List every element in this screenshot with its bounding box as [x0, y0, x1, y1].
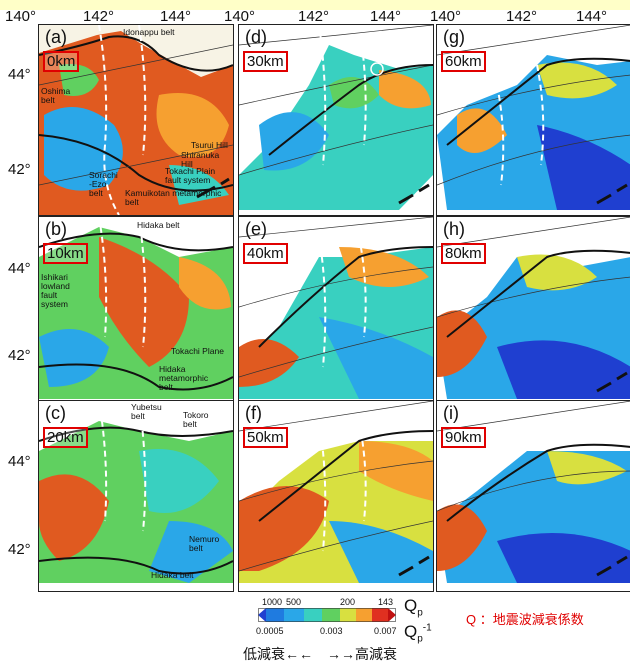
- panel-label: (g): [443, 27, 465, 47]
- qp-legend: Q ：地震波減衰係数: [466, 612, 584, 627]
- attenuation-map: [39, 217, 233, 399]
- annotation: Tokoro belt: [183, 410, 209, 429]
- qp-label: Qp: [404, 596, 423, 618]
- annotation: Oshima belt: [41, 86, 71, 105]
- panel-label: (c): [45, 403, 66, 423]
- attenuation-map: [437, 217, 630, 399]
- lat-tick: 42°: [8, 161, 31, 178]
- qp-inv-tick: 0.003: [320, 626, 343, 636]
- attenuation-map: [239, 401, 433, 583]
- annotation: Sorachi -Ezo belt: [89, 170, 118, 198]
- panel-label: (a): [45, 27, 67, 47]
- map-panel-i: (i) 90km: [436, 400, 630, 592]
- annotation: Nemuro belt: [189, 534, 220, 553]
- attenuation-map: [437, 401, 630, 583]
- annotation: Hidaka belt: [151, 570, 194, 580]
- annotation: Idonappu belt: [123, 27, 175, 37]
- depth-label: 0km: [43, 51, 80, 72]
- qp-symbol: Q: [404, 622, 418, 641]
- qp-tick: 1000: [262, 597, 283, 607]
- depth-label: 30km: [243, 51, 288, 72]
- annotation: Shiranuka Hill: [181, 150, 220, 169]
- depth-label: 20km: [43, 427, 88, 448]
- attenuation-map: [437, 25, 630, 215]
- map-panel-g: (g) 60km: [436, 24, 630, 216]
- lat-tick: 42°: [8, 347, 31, 364]
- qp-inv-label: Qp-1: [404, 622, 432, 644]
- attenuation-map: [39, 401, 233, 583]
- panel-label: (f): [245, 403, 262, 423]
- map-panel-f: (f) 50km: [238, 400, 434, 592]
- depth-label: 60km: [441, 51, 486, 72]
- map-panel-e: (e) 40km: [238, 216, 434, 408]
- depth-label: 10km: [43, 243, 88, 264]
- panel-label: (i): [443, 403, 459, 423]
- panel-label: (d): [245, 27, 267, 47]
- qp-symbol: Q: [404, 596, 418, 615]
- annotation: Tokachi Plain fault system: [165, 166, 216, 185]
- qp-tick: 143: [378, 597, 394, 607]
- panel-label: (e): [245, 219, 267, 239]
- depth-label: 80km: [441, 243, 486, 264]
- depth-label: 50km: [243, 427, 288, 448]
- map-panel-a: (a) 0km Idonappu belt Oshima belt Tsurui…: [38, 24, 234, 216]
- lat-tick: 44°: [8, 260, 31, 277]
- colorbar: [258, 608, 396, 622]
- qp-exponent: -1: [422, 622, 432, 634]
- annotation: Hidaka belt: [137, 220, 180, 230]
- map-panel-h: (h) 80km: [436, 216, 630, 408]
- lon-tick: 142°: [506, 8, 538, 25]
- map-panel-d: (d) 30km: [238, 24, 434, 216]
- attenuation-map: [239, 25, 433, 215]
- qp-inv-tick: 0.007: [374, 626, 397, 636]
- annotation: Hidaka metamorphic belt: [159, 364, 209, 392]
- attenuation-map: [239, 217, 433, 399]
- attenuation-caption: 低減衰←← →→高減衰: [243, 646, 397, 662]
- lon-tick: 144°: [160, 8, 192, 25]
- panel-label: (h): [443, 219, 465, 239]
- lon-tick: 140°: [224, 8, 256, 25]
- map-panel-b: (b) 10km Hidaka belt Ishikari lowland fa…: [38, 216, 234, 408]
- qp-tick: 200: [340, 597, 356, 607]
- annotation: Kamuikotan metamorphic belt: [125, 188, 222, 207]
- lon-tick: 140°: [430, 8, 462, 25]
- annotation: Tokachi Plane: [171, 346, 224, 356]
- lon-tick: 144°: [576, 8, 608, 25]
- lat-tick: 44°: [8, 66, 31, 83]
- panel-label: (b): [45, 219, 67, 239]
- qp-tick: 500: [286, 597, 302, 607]
- depth-label: 90km: [441, 427, 486, 448]
- lon-tick: 142°: [298, 8, 330, 25]
- qp-subscript: p: [417, 633, 423, 645]
- qp-subscript: p: [417, 607, 423, 619]
- map-panel-c: (c) 20km Yubetsu belt Tokoro belt Nemuro…: [38, 400, 234, 592]
- annotation: Tsurui Hill: [191, 140, 228, 150]
- depth-label: 40km: [243, 243, 288, 264]
- attenuation-map: [39, 25, 233, 215]
- lat-tick: 44°: [8, 453, 31, 470]
- lon-tick: 140°: [5, 8, 37, 25]
- top-band: [0, 0, 630, 10]
- colorbar-gradient: [258, 608, 396, 622]
- qp-inv-tick: 0.0005: [256, 626, 284, 636]
- annotation: Ishikari lowland fault system: [41, 272, 70, 309]
- lon-tick: 144°: [370, 8, 402, 25]
- lon-tick: 142°: [83, 8, 115, 25]
- annotation: Yubetsu belt: [131, 402, 162, 421]
- lat-tick: 42°: [8, 541, 31, 558]
